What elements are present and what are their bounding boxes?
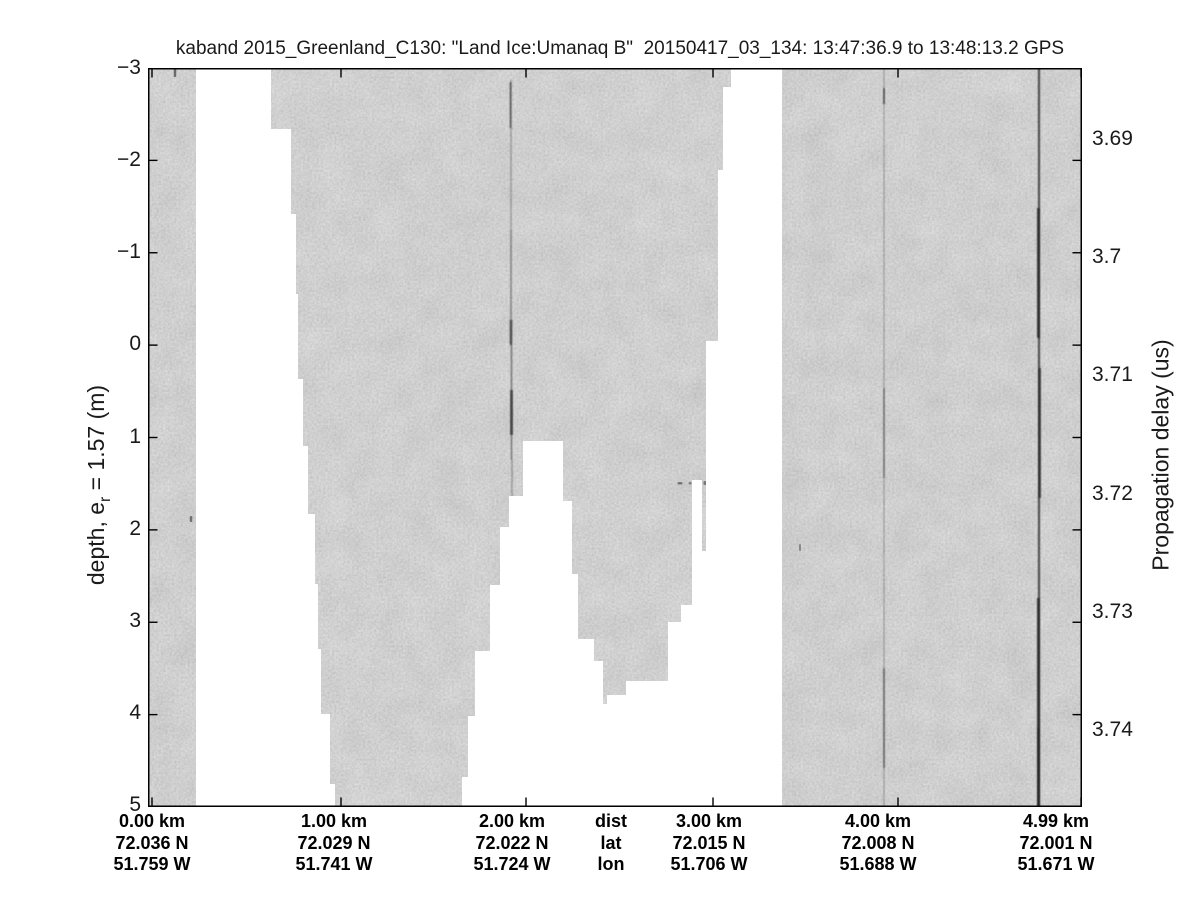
depth-tick-label: 1: [129, 425, 141, 448]
dist-header: dist: [594, 811, 627, 831]
dist-value: 3.00 km: [675, 811, 743, 831]
lat-value: 72.001 N: [1019, 832, 1093, 853]
lon-value: 51.741 W: [295, 854, 373, 874]
delay-tick-label: 3.74: [1092, 718, 1133, 741]
depth-tick-label: −3: [117, 56, 141, 79]
dist-value: 4.99 km: [1022, 811, 1090, 831]
dark-dots: [173, 68, 801, 551]
lon-value: 51.759 W: [113, 854, 191, 874]
y-axis-left-label: depth, er = 1.57 (m): [83, 385, 115, 585]
dark-dot: [703, 481, 707, 485]
x-label-col-1: 1.00 km 72.029 N 51.741 W: [254, 811, 414, 876]
depth-label-prefix: depth, e: [83, 501, 110, 586]
depth-tick-label: 5: [129, 793, 141, 816]
echogram-plot: [148, 68, 1082, 807]
lat-value: 72.015 N: [672, 832, 746, 853]
axis-ticks: [149, 68, 1082, 807]
lon-value: 51.706 W: [670, 854, 748, 874]
lon-value: 51.724 W: [473, 854, 551, 874]
white-mask-shape: [692, 480, 702, 551]
depth-tick-label: −1: [117, 240, 141, 263]
delay-tick-label: 3.72: [1092, 482, 1133, 505]
depth-tick-label: 0: [129, 332, 141, 355]
dark-dot: [173, 68, 177, 77]
depth-tick-label: −2: [117, 148, 141, 171]
masked-white-regions: [692, 480, 702, 551]
delay-tick-label: 3.73: [1092, 600, 1133, 623]
dark-dot: [677, 482, 683, 485]
depth-tick-label: 4: [129, 701, 141, 724]
delay-tick-label: 3.7: [1092, 245, 1122, 268]
delay-tick-label: 3.71: [1092, 363, 1133, 386]
lon-value: 51.671 W: [1017, 854, 1095, 874]
plot-border: [148, 68, 1082, 807]
echogram-gray-regions: [148, 68, 1082, 807]
lat-value: 72.029 N: [297, 832, 371, 853]
page-title: kaband 2015_Greenland_C130: "Land Ice:Um…: [175, 38, 1065, 59]
echogram-canvas: [148, 68, 1082, 807]
lon-value: 51.688 W: [839, 854, 917, 874]
delay-tick-label: 3.69: [1092, 127, 1133, 150]
dist-value: 0.00 km: [118, 811, 186, 831]
x-label-col-3: 3.00 km 72.015 N 51.706 W: [629, 811, 789, 876]
lat-value: 72.036 N: [115, 832, 189, 853]
x-label-header: dist lat lon: [531, 811, 691, 876]
x-label-col-4: 4.00 km 72.008 N 51.688 W: [798, 811, 958, 876]
x-label-col-5: 4.99 km 72.001 N 51.671 W: [976, 811, 1136, 876]
blotch-noise-layer: [148, 68, 1082, 807]
dist-value: 2.00 km: [478, 811, 546, 831]
x-label-col-0: 0.00 km 72.036 N 51.759 W: [72, 811, 232, 876]
dark-dot: [799, 544, 801, 551]
depth-tick-label: 3: [129, 609, 141, 632]
lat-value: 72.022 N: [475, 832, 549, 853]
depth-tick-label: 2: [129, 517, 141, 540]
dark-dot: [688, 482, 692, 485]
lat-value: 72.008 N: [841, 832, 915, 853]
x-label-col-2: 2.00 km 72.022 N 51.724 W: [432, 811, 592, 876]
dark-streaks: [509, 68, 1041, 807]
dark-dot: [189, 516, 193, 522]
depth-label-subscript: r: [96, 496, 114, 502]
lon-header: lon: [597, 854, 625, 874]
lat-header: lat: [600, 832, 622, 853]
dist-value: 1.00 km: [300, 811, 368, 831]
dist-value: 4.00 km: [844, 811, 912, 831]
